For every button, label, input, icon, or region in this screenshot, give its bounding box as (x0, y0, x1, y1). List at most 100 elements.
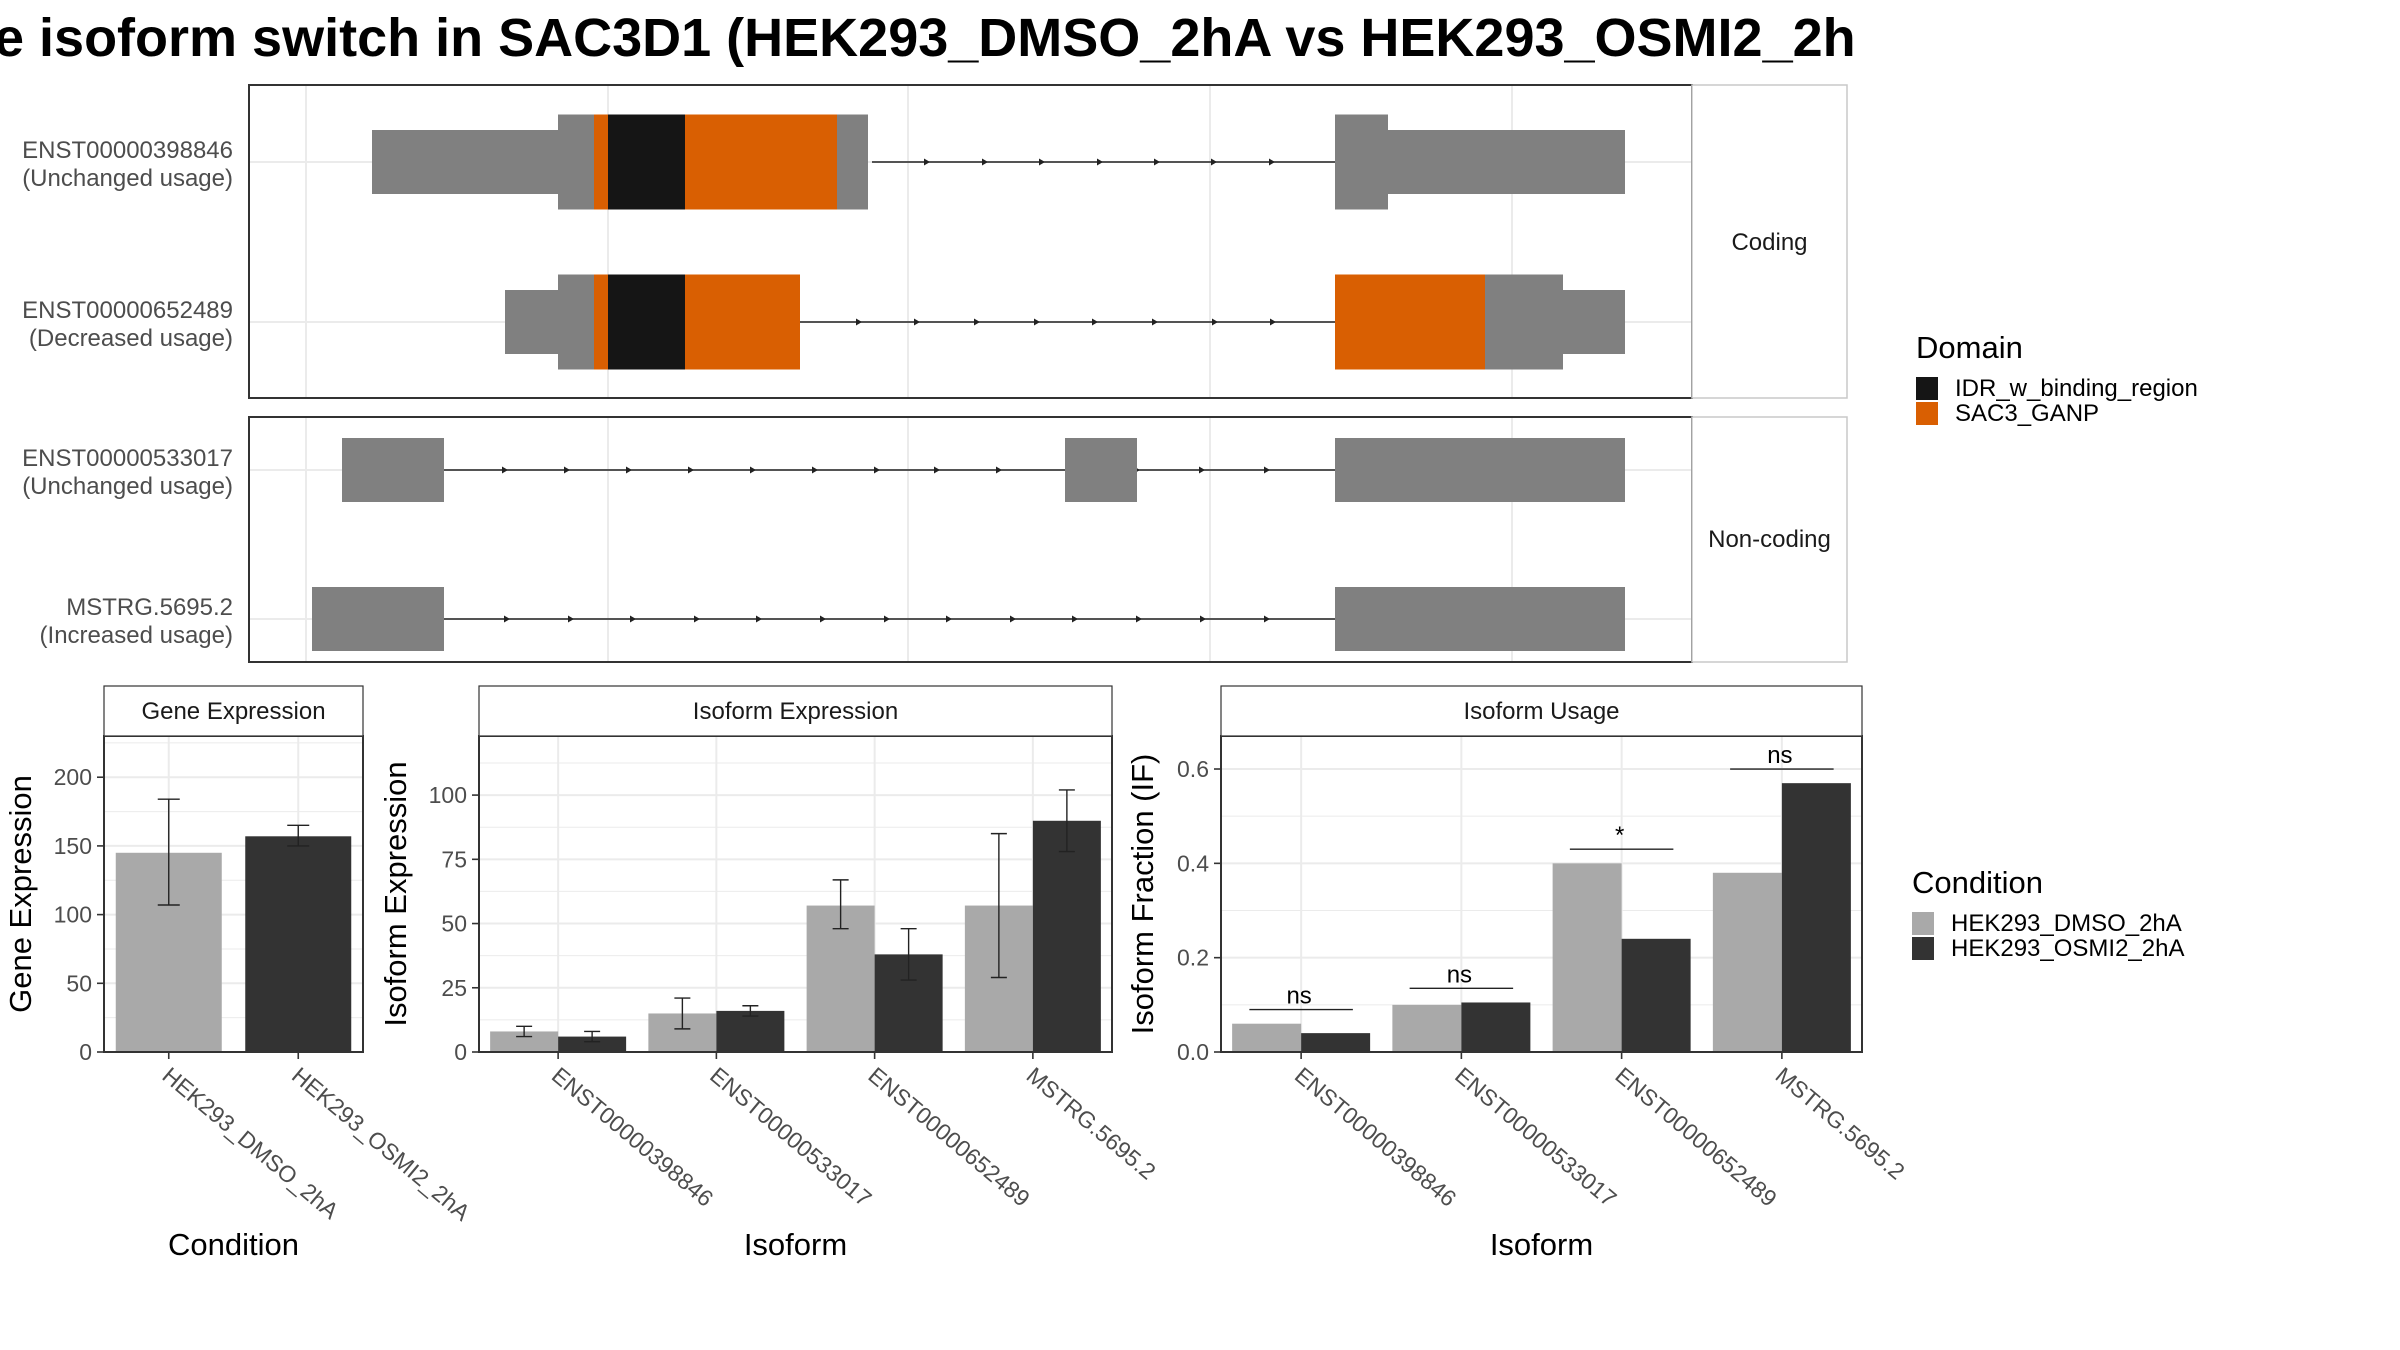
intron-arrow (934, 466, 940, 474)
exon-block (685, 274, 800, 370)
legend-label: IDR_w_binding_region (1955, 375, 2198, 402)
y-tick-label: 0.6 (1177, 756, 1209, 782)
x-tick-label: ENST00000533017 (705, 1062, 877, 1212)
transcript-usage-label: (Unchanged usage) (22, 165, 233, 192)
panel-title: Isoform Usage (1463, 698, 1619, 725)
significance-label: ns (1286, 983, 1311, 1010)
intron-arrow (856, 318, 862, 326)
panel-title: Isoform Expression (693, 698, 898, 725)
legend-title: Condition (1912, 865, 2043, 900)
y-tick-label: 50 (441, 911, 467, 937)
bar (1712, 872, 1782, 1052)
y-tick-label: 100 (54, 902, 92, 928)
transcript-usage-label: (Unchanged usage) (22, 473, 233, 500)
exon-block (685, 114, 837, 210)
exon-block (505, 290, 558, 354)
y-tick-label: 0.4 (1177, 850, 1209, 876)
intron-arrow (924, 158, 930, 166)
x-axis-label: Isoform (1490, 1227, 1593, 1262)
exon-block (1335, 114, 1388, 210)
panel-strip (103, 685, 364, 737)
exon-block (1335, 438, 1625, 502)
y-axis-label: Isoform Expression (378, 761, 413, 1026)
legend-swatch (1916, 402, 1938, 425)
intron-arrow (1199, 466, 1205, 474)
intron-arrow (914, 318, 920, 326)
intron-arrow (974, 318, 980, 326)
y-tick-label: 0 (454, 1039, 467, 1065)
bar (1552, 863, 1622, 1052)
bar (1781, 783, 1851, 1052)
legend-swatch (1912, 937, 1934, 960)
transcript-id-label: ENST00000398846 (22, 137, 233, 164)
legend-swatch (1916, 377, 1938, 400)
intron-arrow (982, 158, 988, 166)
intron-arrow (996, 466, 1002, 474)
intron-arrow (756, 615, 762, 623)
intron-arrow (812, 466, 818, 474)
exon-block (1335, 587, 1625, 651)
exon-block (1563, 290, 1625, 354)
intron-arrow (1152, 318, 1158, 326)
y-tick-label: 75 (441, 846, 467, 872)
exon-block (608, 114, 685, 210)
intron-arrow (694, 615, 700, 623)
bar (1392, 1004, 1462, 1052)
legend-swatch (1912, 912, 1934, 935)
y-tick-label: 200 (54, 764, 92, 790)
intron-arrow (946, 615, 952, 623)
bar (1621, 938, 1691, 1052)
panel-title: Gene Expression (141, 698, 325, 725)
transcript-structure-panel: CodingNon-codingENST00000398846(Unchange… (22, 84, 1848, 663)
x-axis-label: Condition (168, 1227, 299, 1262)
transcript-usage-label: (Increased usage) (40, 622, 233, 649)
significance-label: * (1615, 822, 1624, 849)
intron-arrow (1010, 615, 1016, 623)
facet-strip (1691, 84, 1848, 399)
intron-arrow (1154, 158, 1160, 166)
isoform-expression-panel: Isoform Expression 0 25 50 75 100 ENST00000398… (378, 685, 1161, 1262)
y-tick-label: 150 (54, 833, 92, 859)
panel-strip (1220, 685, 1863, 737)
significance-label: ns (1767, 742, 1792, 769)
intron-arrow (1212, 318, 1218, 326)
exon-block (1065, 438, 1137, 502)
x-tick-label: MSTRG.5695.2 (1022, 1062, 1161, 1185)
y-tick-label: 0.2 (1177, 945, 1209, 971)
intron-arrow (630, 615, 636, 623)
facet-strip-label: Non-coding (1708, 526, 1831, 553)
intron-arrow (688, 466, 694, 474)
bar (490, 1031, 559, 1052)
main-title: e isoform switch in SAC3D1 (HEK293_DMSO_… (0, 8, 1856, 68)
y-tick-label: 25 (441, 975, 467, 1001)
x-tick-label: ENST00000533017 (1450, 1062, 1622, 1212)
bar (806, 905, 875, 1052)
y-tick-label: 0 (79, 1039, 92, 1065)
y-axis-label: Isoform Fraction (IF) (1125, 754, 1160, 1035)
exon-block (608, 274, 685, 370)
bar (245, 836, 352, 1052)
exon-block (1335, 274, 1485, 370)
intron-arrow (1264, 615, 1270, 623)
x-tick-label: ENST00000398846 (1290, 1062, 1462, 1212)
x-tick-label: ENST00000398846 (547, 1062, 719, 1212)
intron-arrow (1034, 318, 1040, 326)
y-axis-label: Gene Expression (3, 775, 38, 1013)
bar (716, 1010, 785, 1052)
legend-label: HEK293_DMSO_2hA (1951, 910, 2182, 937)
exon-block (1485, 274, 1563, 370)
intron-arrow (568, 615, 574, 623)
intron-arrow (820, 615, 826, 623)
intron-arrow (1200, 615, 1206, 623)
bar (558, 1036, 627, 1052)
intron-arrow (1097, 158, 1103, 166)
x-tick-label: ENST00000652489 (863, 1062, 1035, 1212)
intron-arrow (1039, 158, 1045, 166)
exon-block (312, 587, 444, 651)
exon-block (594, 114, 608, 210)
intron-arrow (1092, 318, 1098, 326)
panel-strip (478, 685, 1113, 737)
intron-arrow (1211, 158, 1217, 166)
